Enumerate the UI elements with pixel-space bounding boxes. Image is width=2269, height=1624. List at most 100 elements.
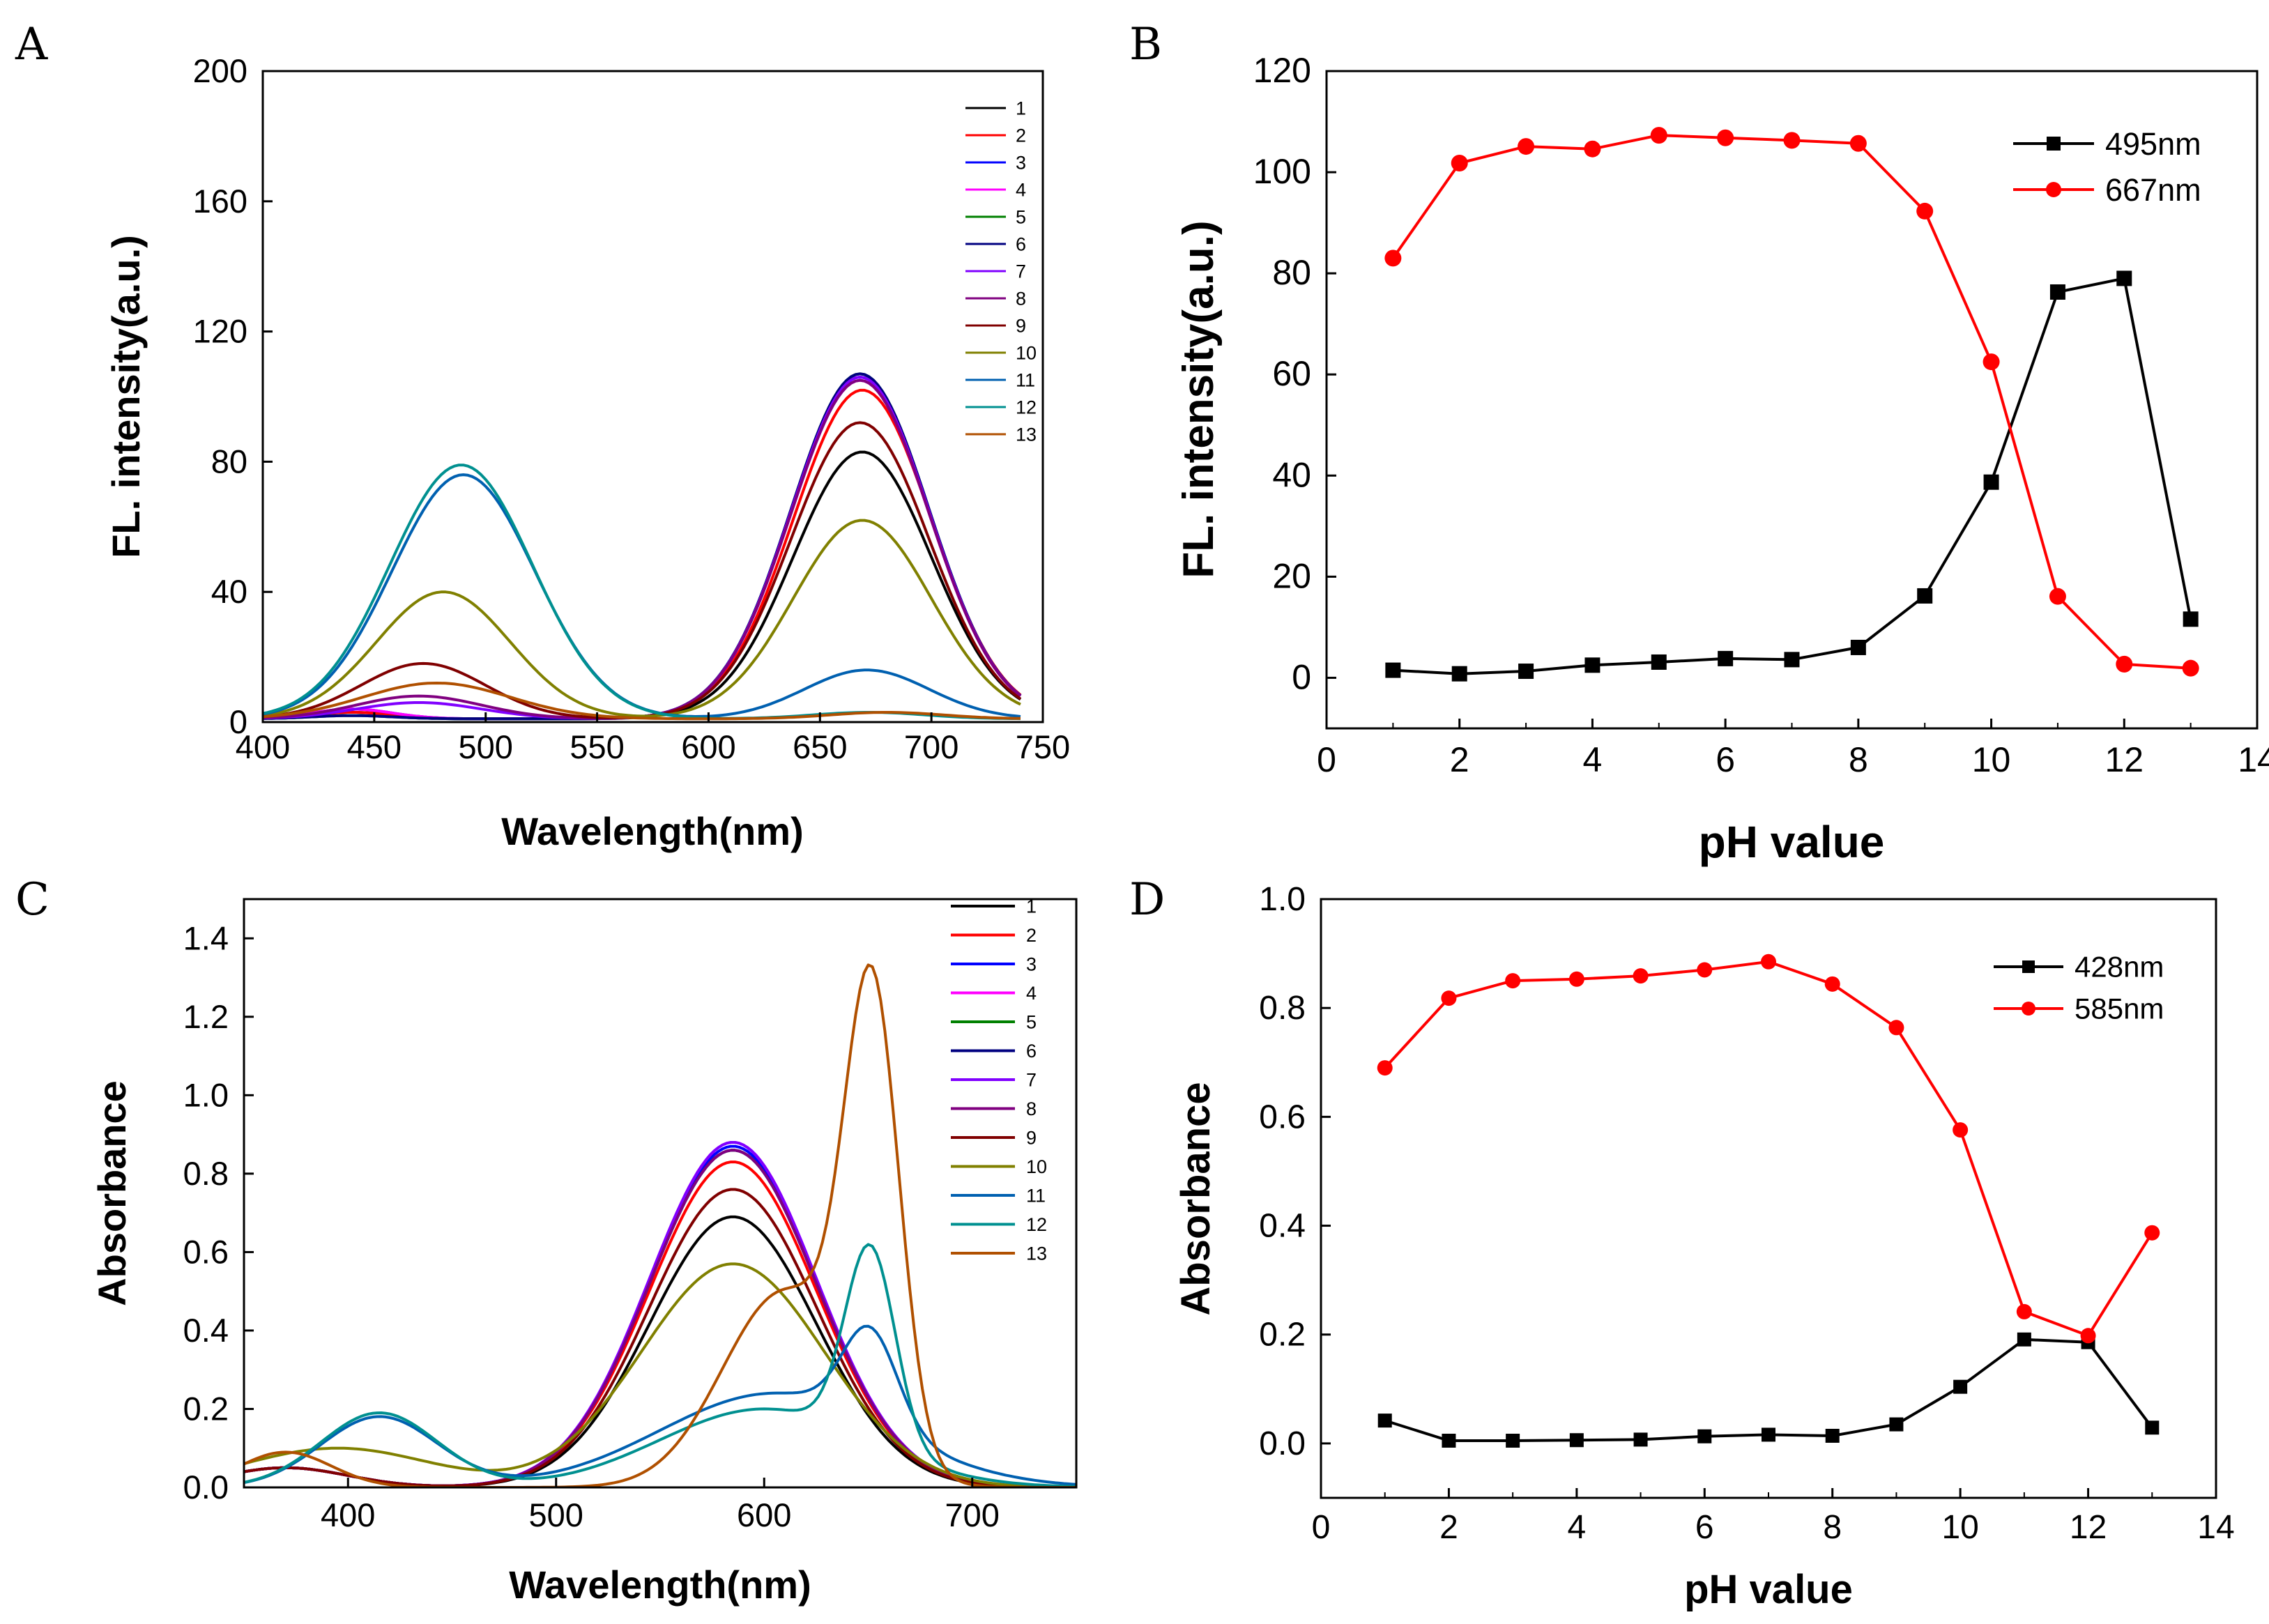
panel-b-series-495nm-point xyxy=(2116,270,2132,286)
panel-b-series-495nm-point xyxy=(1651,654,1667,670)
panel-d-x-tick-label: 14 xyxy=(2197,1509,2234,1546)
panel-d-series-428nm-point xyxy=(1825,1428,1840,1443)
panel-b-series-667nm-point xyxy=(2049,588,2066,605)
panel-d-y-axis-title: Absorbance xyxy=(1173,1082,1218,1315)
panel-a-x-tick-label: 500 xyxy=(459,728,513,765)
panel-d-series-585nm-point xyxy=(1888,1020,1904,1036)
panel-d-series-428nm-point xyxy=(2017,1332,2031,1347)
panel-d-y-tick-label: 0.8 xyxy=(1259,990,1306,1027)
panel-b-series-667nm-point xyxy=(1982,353,2000,371)
panel-a-legend-label: 4 xyxy=(1016,179,1026,200)
panel-a-x-tick-label: 600 xyxy=(681,728,735,765)
panel-a-legend-label: 2 xyxy=(1016,125,1026,146)
panel-d-x-tick-label: 6 xyxy=(1695,1509,1714,1546)
panel-c-legend-label: 5 xyxy=(1026,1011,1037,1032)
panel-c-legend-label: 4 xyxy=(1026,983,1037,1004)
panel-c-legend-label: 10 xyxy=(1026,1156,1047,1177)
panel-d-y-tick-label: 0.2 xyxy=(1259,1317,1306,1354)
panel-d-series-428nm-point xyxy=(1762,1427,1775,1442)
panel-b-x-tick-label: 4 xyxy=(1583,740,1603,779)
panel-b-series-495nm-point xyxy=(1718,650,1734,666)
panel-letter-b: B xyxy=(1129,19,1162,70)
panel-d-x-axis-title: pH value xyxy=(1684,1567,1853,1612)
panel-d-series-428nm-point xyxy=(1569,1433,1584,1448)
panel-c-legend-label: 12 xyxy=(1026,1214,1047,1235)
panel-d-legend-marker xyxy=(2022,1002,2035,1016)
panel-a-plot-frame xyxy=(261,70,1044,723)
panel-b-y-tick-label: 100 xyxy=(1253,152,1311,191)
panel-a-chart: 400 450 500 550 600 650 700 750 0 40 80 120 160 200 W… xyxy=(104,52,1070,853)
panel-a-x-tick-label: 750 xyxy=(1016,728,1070,765)
panel-c-x-tick-label: 400 xyxy=(321,1496,375,1533)
panel-b-legend-marker xyxy=(2047,137,2061,151)
panel-b-x-tick-label: 6 xyxy=(1716,740,1735,779)
panel-c-legend-label: 13 xyxy=(1026,1243,1047,1264)
panel-d-series-585nm-point xyxy=(1633,968,1649,984)
panel-a-y-tick-label: 160 xyxy=(193,183,247,220)
panel-b-legend-label: 495nm xyxy=(2105,126,2201,162)
panel-c-series-9-line xyxy=(244,1188,1076,1487)
panel-c-series-12-line xyxy=(244,1243,1076,1487)
panel-b-y-tick-label: 40 xyxy=(1272,455,1311,494)
panel-b-y-tick-label: 60 xyxy=(1272,354,1311,393)
panel-c-series-13-line xyxy=(244,963,1076,1487)
panel-a-y-tick-label: 40 xyxy=(211,573,247,610)
panel-b-y-tick-label: 80 xyxy=(1272,253,1311,292)
panel-a-x-tick-label: 650 xyxy=(793,728,847,765)
panel-a-y-tick-label: 0 xyxy=(229,703,247,740)
panel-d-series-585nm-point xyxy=(1761,953,1776,970)
panel-d-series-428nm-point xyxy=(1377,1414,1392,1428)
panel-a-x-tick-label: 700 xyxy=(904,728,958,765)
panel-a-x-tick-label: 450 xyxy=(347,728,402,765)
panel-b-series-495nm-point xyxy=(1584,657,1600,673)
panel-d-y-tick-label: 0.0 xyxy=(1259,1425,1306,1462)
panel-d-series-585nm-point xyxy=(1697,962,1713,978)
panel-a-legend-label: 3 xyxy=(1016,152,1026,173)
panel-a-x-tick-label: 550 xyxy=(570,728,624,765)
panel-d-series-585nm-point xyxy=(2144,1225,2160,1241)
panel-b-chart: 0 2 4 6 8 10 12 14 0 20 40 60 80 100 120 pH value FL. … xyxy=(1175,51,2269,867)
panel-d-series-585nm-point xyxy=(2080,1328,2096,1344)
panel-c-chart: 400 500 600 700 0.0 0.2 0.4 0.6 0.8 1.0 1.2 1.4 Wav… xyxy=(90,896,1078,1607)
panel-d-chart: 0 2 4 6 8 10 12 14 0.0 0.2 0.4 0.6 0.8 1.0 pH value A… xyxy=(1173,881,2235,1612)
panel-c-y-tick-label: 1.2 xyxy=(183,998,229,1035)
panel-b-x-tick-label: 10 xyxy=(1972,740,2011,779)
panel-a-legend-label: 5 xyxy=(1016,206,1026,227)
panel-c-legend-label: 3 xyxy=(1026,953,1037,974)
panel-c-legend-label: 6 xyxy=(1026,1041,1037,1062)
panel-d-x-tick-label: 0 xyxy=(1312,1509,1331,1546)
panel-c-plot-frame xyxy=(243,898,1078,1489)
panel-b-series-667nm-point xyxy=(1650,127,1667,144)
panel-b-series-495nm-point xyxy=(1518,664,1534,680)
panel-d-series-585nm-point xyxy=(1505,973,1521,989)
panel-d-x-tick-label: 10 xyxy=(1941,1509,1978,1546)
panel-a-legend-label: 11 xyxy=(1016,369,1035,390)
panel-b-x-tick-label: 2 xyxy=(1450,740,1469,779)
panel-d-y-tick-label: 0.6 xyxy=(1259,1098,1306,1135)
panel-b-series-495nm-point xyxy=(1850,639,1866,655)
panel-d-series-585nm-point xyxy=(1377,1060,1393,1076)
panel-b-series-667nm-point xyxy=(2182,659,2199,677)
panel-d-series-585nm-point xyxy=(1568,971,1584,987)
panel-a-legend-label: 7 xyxy=(1016,261,1026,282)
panel-c-y-tick-label: 1.0 xyxy=(183,1076,229,1113)
panel-d-x-tick-label: 4 xyxy=(1568,1509,1587,1546)
panel-d-series-428nm-point xyxy=(1442,1434,1456,1448)
panel-b-series-667nm-point xyxy=(1783,132,1801,149)
panel-d-series-428nm-point xyxy=(1889,1417,1904,1432)
panel-b-series-495nm-point xyxy=(1983,474,1999,490)
panel-a-y-tick-label: 120 xyxy=(193,313,247,350)
panel-d-series-428nm-point xyxy=(1697,1429,1712,1443)
panel-c-y-tick-label: 0.8 xyxy=(183,1155,229,1192)
panel-b-legend-label: 667nm xyxy=(2105,172,2201,208)
panel-d-series-428nm-point xyxy=(2145,1420,2160,1435)
panel-b-series-495nm-point xyxy=(1784,652,1800,668)
panel-d-series-428nm-point xyxy=(1633,1432,1648,1447)
panel-c-series-10-line xyxy=(244,1262,1076,1487)
panel-c-legend-label: 9 xyxy=(1026,1127,1037,1148)
panel-c-legend-label: 1 xyxy=(1026,896,1037,917)
panel-b-y-tick-label: 20 xyxy=(1272,556,1311,595)
panel-a-y-axis-title: FL. intensity(a.u.) xyxy=(104,235,148,558)
panel-c-x-tick-label: 500 xyxy=(529,1496,583,1533)
